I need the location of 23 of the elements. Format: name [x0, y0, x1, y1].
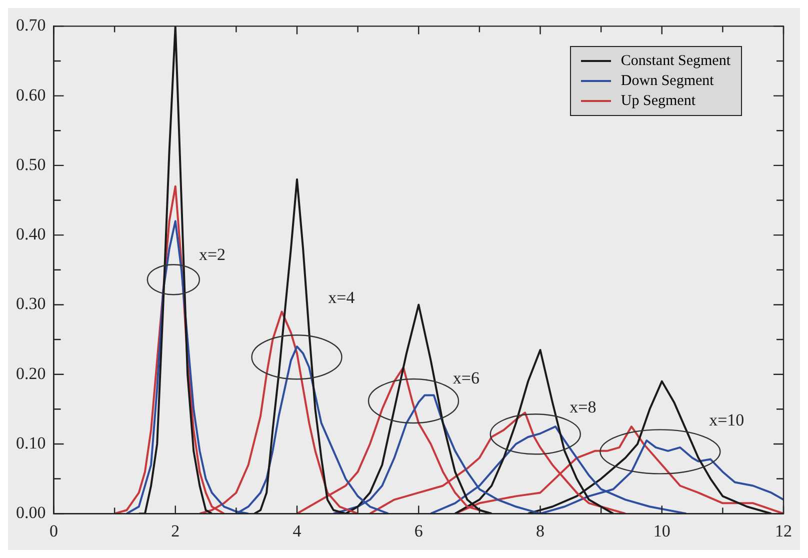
legend-label: Up Segment [620, 92, 696, 112]
annotation: x=6 [452, 368, 480, 388]
y-tick-label: 0.30 [16, 294, 46, 314]
x-tick-label: 12 [775, 521, 792, 540]
annotation: x=2 [198, 245, 226, 264]
y-tick-label: 0.20 [16, 364, 46, 383]
annotation: x=8 [570, 398, 596, 417]
y-tick-label: 0.10 [16, 433, 46, 452]
legend-label: Down Segment [620, 72, 714, 92]
annotation: x=4 [328, 288, 356, 308]
y-tick-label: 0.60 [16, 85, 46, 104]
y-tick-label: 0.00 [16, 503, 46, 522]
y-tick-label: 0.70 [16, 16, 46, 35]
y-tick-label: 0.50 [16, 154, 46, 174]
legend-label: Constant Segment [620, 52, 730, 72]
x-tick-label: 2 [171, 521, 180, 540]
x-tick-label: 4 [292, 521, 302, 540]
x-tick-label: 10 [653, 521, 670, 540]
annotation: x=10 [709, 410, 744, 430]
x-tick-label: 8 [536, 521, 544, 540]
x-tick-label: 0 [50, 521, 58, 540]
y-tick-label: 0.40 [16, 224, 46, 244]
x-tick-label: 6 [414, 521, 423, 540]
